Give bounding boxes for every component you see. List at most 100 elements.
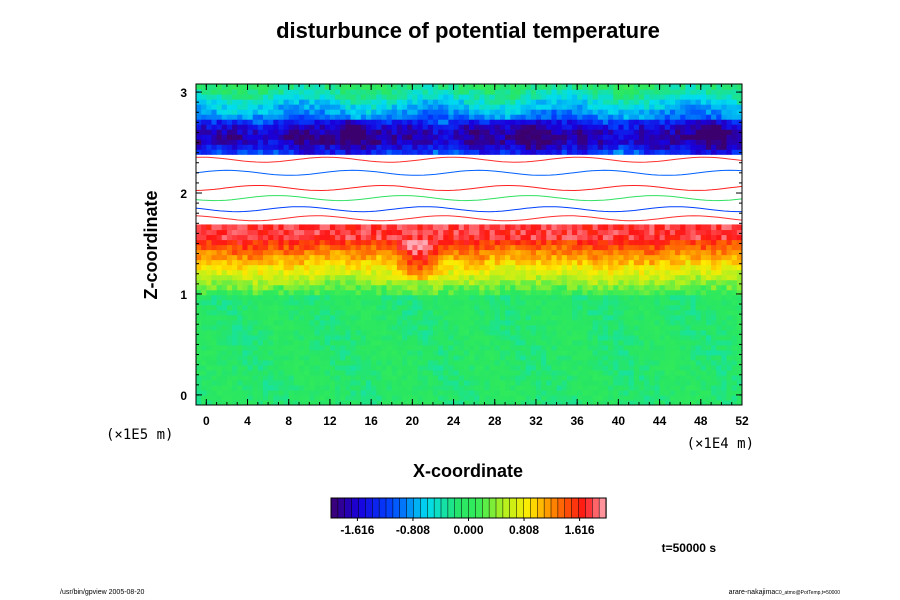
heatmap-cell xyxy=(664,354,671,361)
heatmap-cell xyxy=(721,259,728,266)
heatmap-cell xyxy=(572,254,578,261)
heatmap-cell xyxy=(355,324,362,331)
heatmap-cell xyxy=(427,114,434,120)
heatmap-cell xyxy=(628,279,635,286)
heatmap-cell xyxy=(293,284,300,291)
heatmap-cell xyxy=(365,394,372,401)
heatmap-cell xyxy=(448,349,455,356)
heatmap-cell xyxy=(669,259,676,266)
heatmap-cell xyxy=(463,399,470,405)
heatmap-cell xyxy=(716,239,722,246)
heatmap-cell xyxy=(731,344,738,351)
heatmap-cell xyxy=(319,364,326,371)
heatmap-cell xyxy=(602,294,609,301)
heatmap-cell xyxy=(721,384,728,391)
heatmap-cell xyxy=(695,284,702,291)
heatmap-cell xyxy=(638,114,645,120)
heatmap-cell xyxy=(633,139,640,145)
heatmap-cell xyxy=(365,269,372,276)
heatmap-cell xyxy=(520,149,527,155)
heatmap-cell xyxy=(206,334,213,341)
heatmap-cell xyxy=(211,324,218,331)
heatmap-cell xyxy=(237,394,243,401)
heatmap-cell xyxy=(690,314,697,321)
heatmap-cell xyxy=(216,224,223,231)
heatmap-cell xyxy=(602,389,609,396)
heatmap-cell xyxy=(494,114,501,120)
heatmap-cell xyxy=(299,284,305,291)
heatmap-cell xyxy=(335,394,341,401)
heatmap-cell xyxy=(221,104,228,110)
heatmap-cell xyxy=(541,124,547,130)
heatmap-cell xyxy=(633,364,640,371)
heatmap-cell xyxy=(561,129,568,135)
heatmap-cell xyxy=(324,394,331,401)
heatmap-cell xyxy=(226,399,233,405)
heatmap-cell xyxy=(664,134,671,140)
heatmap-cell xyxy=(700,104,707,110)
heatmap-cell xyxy=(247,359,254,366)
heatmap-cell xyxy=(278,369,285,376)
heatmap-cell xyxy=(381,344,388,351)
heatmap-cell xyxy=(463,254,470,261)
heatmap-cell xyxy=(386,359,393,366)
heatmap-cell xyxy=(561,314,568,321)
heatmap-cell xyxy=(675,244,681,251)
heatmap-cell xyxy=(561,264,568,271)
heatmap-cell xyxy=(515,104,522,110)
heatmap-cell xyxy=(216,369,223,376)
heatmap-cell xyxy=(628,369,635,376)
heatmap-cell xyxy=(618,249,625,256)
heatmap-cell xyxy=(427,129,434,135)
heatmap-cell xyxy=(407,119,413,125)
heatmap-cell xyxy=(422,279,429,286)
heatmap-cell xyxy=(618,139,625,145)
heatmap-cell xyxy=(695,244,702,251)
heatmap-cell xyxy=(350,259,357,266)
heatmap-cell xyxy=(412,389,419,396)
heatmap-cell xyxy=(453,334,460,341)
heatmap-cell xyxy=(386,314,393,321)
heatmap-cell xyxy=(505,254,511,261)
heatmap-cell xyxy=(273,324,280,331)
heatmap-cell xyxy=(541,389,547,396)
heatmap-cell xyxy=(319,134,326,140)
heatmap-cell xyxy=(608,249,614,256)
heatmap-cell xyxy=(381,129,388,135)
heatmap-cell xyxy=(638,149,645,155)
heatmap-cell xyxy=(329,384,336,391)
heatmap-cell xyxy=(293,229,300,236)
heatmap-cell xyxy=(613,279,619,286)
heatmap-cell xyxy=(376,144,383,150)
heatmap-cell xyxy=(288,149,295,155)
heatmap-cell xyxy=(355,99,362,105)
heatmap-cell xyxy=(479,224,486,231)
heatmap-cell xyxy=(232,394,238,401)
heatmap-cell xyxy=(726,239,733,246)
heatmap-cell xyxy=(237,149,243,155)
heatmap-cell xyxy=(438,144,444,150)
heatmap-cell xyxy=(278,289,285,296)
heatmap-cell xyxy=(664,389,671,396)
heatmap-cell xyxy=(376,329,383,336)
heatmap-cell xyxy=(726,354,733,361)
heatmap-cell xyxy=(438,269,444,276)
heatmap-cell xyxy=(700,329,707,336)
heatmap-cell xyxy=(736,244,742,251)
heatmap-cell xyxy=(335,304,341,311)
heatmap-cell xyxy=(566,284,573,291)
heatmap-cell xyxy=(489,379,496,386)
heatmap-cell xyxy=(633,249,640,256)
heatmap-cell xyxy=(726,224,733,231)
heatmap-cell xyxy=(221,264,228,271)
heatmap-cell xyxy=(690,304,697,311)
heatmap-cell xyxy=(329,134,336,140)
heatmap-cell xyxy=(664,269,671,276)
heatmap-cell xyxy=(299,269,305,276)
heatmap-cell xyxy=(654,139,661,145)
heatmap-cell xyxy=(242,344,249,351)
heatmap-cell xyxy=(613,114,619,120)
heatmap-cell xyxy=(566,129,573,135)
heatmap-cell xyxy=(448,134,455,140)
heatmap-cell xyxy=(551,134,558,140)
